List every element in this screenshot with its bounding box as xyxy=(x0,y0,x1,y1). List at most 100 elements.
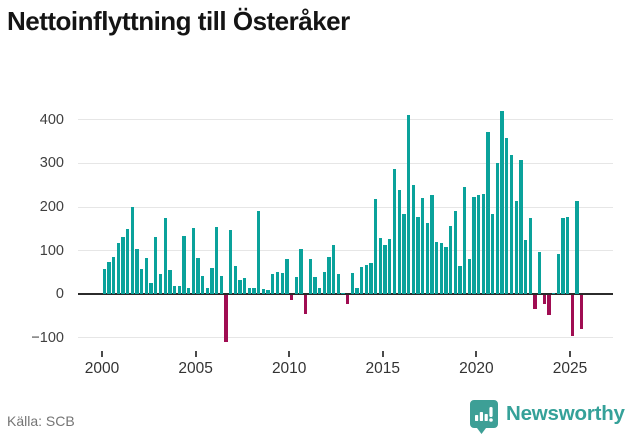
bar xyxy=(317,288,322,295)
x-axis-tick xyxy=(569,351,571,357)
bar xyxy=(121,236,125,295)
gridline-400 xyxy=(78,119,613,121)
bar xyxy=(154,237,158,295)
zero-line xyxy=(78,293,613,296)
bar xyxy=(402,213,406,295)
x-axis-tick xyxy=(381,351,384,357)
bar xyxy=(186,287,191,295)
newsworthy-speech-bubble-bar-chart-icon xyxy=(470,400,498,434)
bar xyxy=(411,185,415,295)
x-axis-label: 2015 xyxy=(365,360,401,377)
bar xyxy=(551,292,556,295)
bar xyxy=(378,237,383,295)
bar xyxy=(392,168,397,295)
bar xyxy=(523,239,528,295)
bar xyxy=(388,239,392,295)
x-axis-tick xyxy=(475,351,478,357)
bar xyxy=(172,286,177,295)
bar xyxy=(313,277,317,295)
bar xyxy=(430,195,434,295)
bar xyxy=(224,295,228,342)
bar xyxy=(439,243,443,295)
bar xyxy=(322,271,326,295)
bar xyxy=(215,227,219,295)
newsworthy-logo[interactable]: Newsworthy xyxy=(469,399,629,435)
bar xyxy=(467,258,472,295)
bar xyxy=(303,295,308,315)
bar xyxy=(243,278,247,295)
y-axis-label: 100 xyxy=(39,242,64,259)
bar xyxy=(285,259,289,295)
bar xyxy=(336,274,340,295)
bar xyxy=(163,217,167,295)
bar xyxy=(116,243,121,295)
bar xyxy=(420,198,425,295)
bar xyxy=(463,186,467,295)
bar xyxy=(308,259,312,295)
bar xyxy=(294,276,298,295)
bar xyxy=(491,214,495,295)
bar xyxy=(205,288,209,295)
bar xyxy=(332,244,336,295)
bar xyxy=(533,295,537,309)
bar xyxy=(144,258,149,295)
bar xyxy=(580,295,584,330)
x-axis-tick xyxy=(101,351,103,357)
bar xyxy=(556,254,560,295)
bar xyxy=(519,159,523,295)
bar xyxy=(135,249,139,295)
bar xyxy=(191,228,195,295)
chart-title: Nettoinflyttning till Österåker xyxy=(7,6,350,36)
bar xyxy=(196,258,200,295)
bar xyxy=(397,189,401,295)
bar xyxy=(477,195,481,295)
bar xyxy=(266,289,270,295)
x-axis-label: 2005 xyxy=(178,360,213,377)
bar xyxy=(126,229,130,295)
bar xyxy=(233,265,238,295)
bar xyxy=(355,287,359,295)
bar xyxy=(112,257,116,295)
bar xyxy=(453,210,457,295)
bar xyxy=(528,217,532,295)
bar xyxy=(102,268,106,295)
bar xyxy=(182,236,186,295)
bar xyxy=(425,222,429,295)
bar xyxy=(500,111,504,295)
bar xyxy=(486,132,490,295)
y-axis-label: 400 xyxy=(39,111,64,128)
bar xyxy=(495,162,500,295)
bar xyxy=(383,244,387,295)
bar xyxy=(130,207,135,295)
bar xyxy=(219,276,223,295)
bar xyxy=(327,257,331,295)
bar xyxy=(575,200,579,295)
bar xyxy=(570,295,574,337)
bar xyxy=(177,285,181,295)
gridline-100 xyxy=(78,250,613,252)
bar xyxy=(444,246,448,295)
bar xyxy=(275,271,280,295)
bar xyxy=(561,218,565,295)
bar xyxy=(158,273,163,295)
gridline-300 xyxy=(78,162,613,164)
bar xyxy=(140,268,144,295)
y-axis-label: −100 xyxy=(31,329,64,346)
bar xyxy=(247,288,252,295)
bar xyxy=(434,241,439,295)
bar xyxy=(238,279,242,295)
bar xyxy=(280,272,284,295)
x-axis-label: 2000 xyxy=(84,360,120,377)
bar xyxy=(509,155,514,295)
bar xyxy=(257,210,261,295)
x-axis-label: 2010 xyxy=(271,360,307,377)
bar xyxy=(200,276,205,295)
bar xyxy=(542,295,546,304)
bar xyxy=(537,251,542,295)
bar xyxy=(261,289,266,295)
bar xyxy=(472,197,476,295)
y-axis-label: 200 xyxy=(39,199,64,215)
bar xyxy=(481,193,486,295)
